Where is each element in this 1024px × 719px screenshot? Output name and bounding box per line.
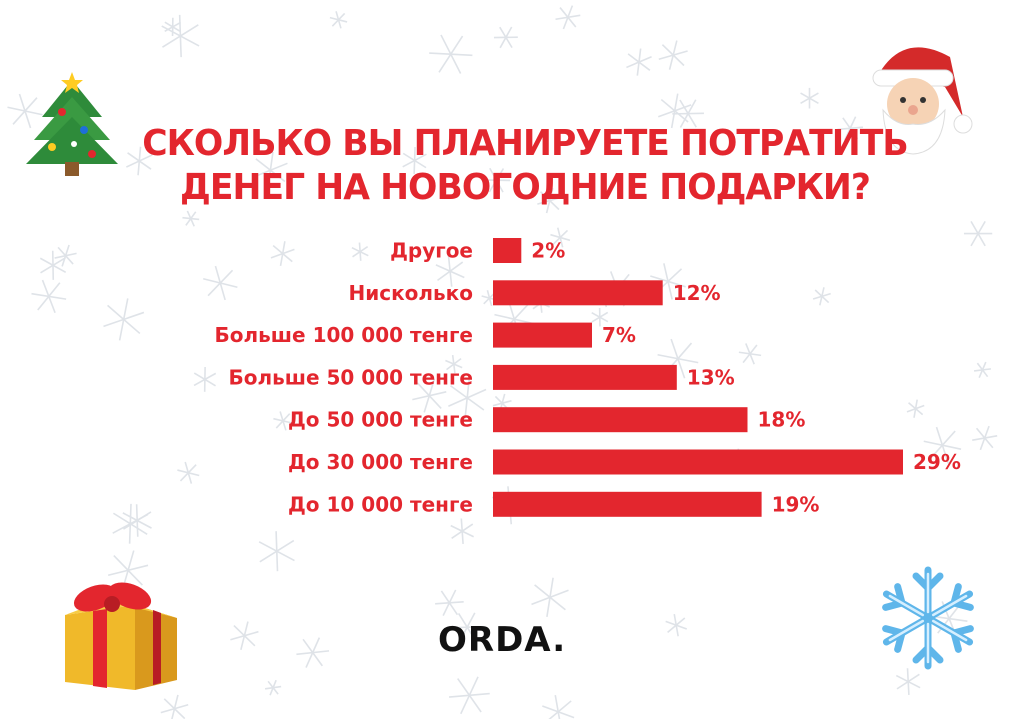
- background-snowflake: [531, 577, 569, 617]
- value-label: 12%: [673, 281, 721, 305]
- background-snowflake: [591, 307, 609, 327]
- background-snowflake: [555, 5, 581, 30]
- background-snowflake: [203, 265, 238, 301]
- value-label: 18%: [758, 408, 806, 432]
- background-snowflake: [738, 343, 762, 365]
- background-snowflake: [54, 244, 77, 267]
- background-snowflake: [837, 116, 864, 141]
- bar: [493, 364, 677, 390]
- background-snowflake: [412, 378, 447, 413]
- background-snowflake: [895, 668, 921, 695]
- background-snowflake: [658, 93, 692, 129]
- background-snowflake: [193, 366, 217, 392]
- category-label: Другое: [390, 239, 473, 263]
- category-label: До 10 000 тенге: [288, 492, 473, 516]
- gift-icon: [65, 582, 177, 690]
- value-label: 13%: [687, 365, 735, 389]
- background-snowflake: [122, 504, 152, 537]
- brand-logo: ORDA.: [438, 620, 567, 660]
- background-snowflake: [329, 11, 348, 29]
- bar: [493, 280, 663, 306]
- background-snowflake: [264, 679, 282, 696]
- background-snowflake: [39, 250, 67, 280]
- background-snowflake: [31, 279, 67, 314]
- christmas-tree-icon: [26, 72, 118, 176]
- background-snowflake: [429, 34, 473, 74]
- background-snowflake: [450, 518, 474, 544]
- background-snowflake: [542, 695, 575, 719]
- chart-title-line-1: СКОЛЬКО ВЫ ПЛАНИРУЕТЕ ПОТРАТИТЬ: [142, 123, 908, 164]
- background-snowflake: [230, 621, 259, 651]
- background-snowflake: [7, 93, 43, 129]
- background-snowflake: [258, 531, 295, 572]
- background-snowflake: [482, 167, 511, 193]
- value-label: 19%: [772, 492, 820, 516]
- background-snowflake: [626, 48, 652, 76]
- background-snowflake: [665, 614, 688, 637]
- snowflake-icon: [882, 566, 974, 670]
- background-snowflake: [435, 589, 464, 617]
- category-label: Нисколько: [348, 281, 473, 305]
- background-snowflake: [103, 298, 145, 341]
- background-snowflake: [270, 241, 295, 267]
- value-label: 2%: [531, 239, 565, 263]
- chart-title: СКОЛЬКО ВЫ ПЛАНИРУЕТЕ ПОТРАТИТЬ ДЕНЕГ НА…: [112, 122, 938, 210]
- bar-chart: Другое 2% Нисколько 12% Больше 100 000 тенге…: [215, 238, 961, 517]
- value-label: 29%: [913, 450, 961, 474]
- background-snowflake: [923, 426, 962, 464]
- category-label: Больше 50 000 тенге: [228, 365, 473, 389]
- background-snowflake: [351, 242, 369, 261]
- background-snowflake: [402, 147, 427, 174]
- background-snowflake: [812, 287, 831, 306]
- background-snowflake: [973, 361, 992, 379]
- background-snowflake: [296, 637, 330, 668]
- value-label: 7%: [602, 323, 636, 347]
- background-snowflake: [253, 151, 288, 189]
- background-snowflake: [448, 377, 487, 419]
- background-snowflake: [972, 425, 998, 451]
- background-snowflake: [125, 146, 153, 176]
- category-label: До 30 000 тенге: [288, 450, 473, 474]
- background-snowflake: [449, 676, 490, 715]
- background-snowflake: [182, 210, 200, 227]
- bar: [493, 407, 748, 433]
- bar: [493, 238, 522, 263]
- background-snowflake: [435, 255, 465, 287]
- category-label: Больше 100 000 тенге: [215, 323, 473, 347]
- background-snowflake: [493, 26, 518, 49]
- bar: [493, 322, 592, 348]
- background-snowflake: [550, 227, 571, 248]
- santa-icon: [872, 47, 973, 155]
- background-snowflake: [906, 399, 925, 418]
- bar: [493, 491, 762, 517]
- background-snowflake: [445, 354, 463, 374]
- background-snowflake: [658, 40, 688, 70]
- category-label: До 50 000 тенге: [288, 408, 473, 432]
- background-snowflake: [273, 411, 293, 431]
- background-snowflake: [963, 220, 993, 247]
- bar: [493, 449, 903, 475]
- background-snowflake: [800, 87, 819, 109]
- background-snowflake: [537, 187, 563, 214]
- background-snowflake: [160, 694, 189, 719]
- chart-title-line-2: ДЕНЕГ НА НОВОГОДНИЕ ПОДАРКИ?: [180, 167, 871, 208]
- background-snowflake: [161, 14, 200, 58]
- background-snowflake: [164, 17, 182, 37]
- background-snowflake: [450, 612, 484, 642]
- background-snowflake: [177, 461, 200, 484]
